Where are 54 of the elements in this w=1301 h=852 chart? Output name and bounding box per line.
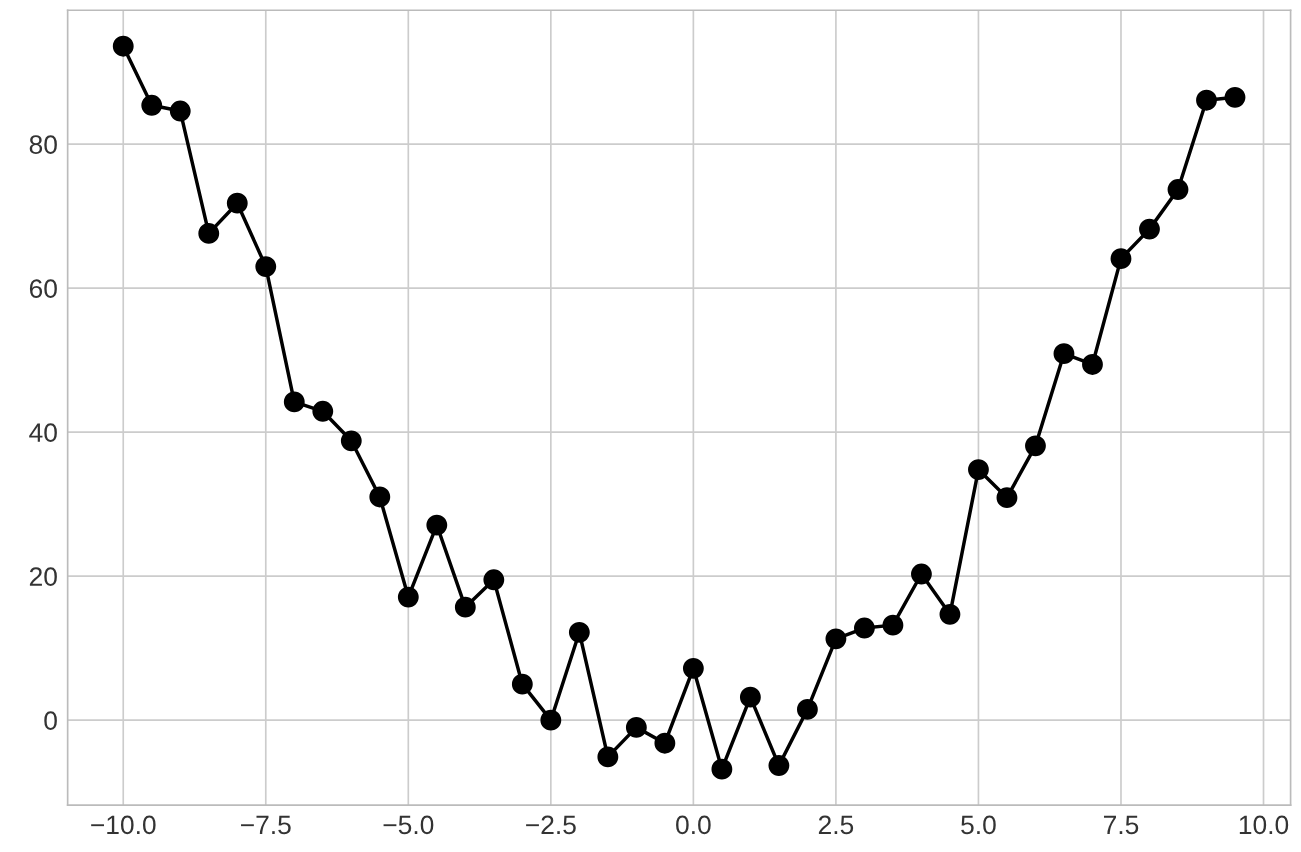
point [682, 657, 704, 679]
x-tick-label: −7.5 [241, 815, 291, 835]
y-tick-label: 40 [29, 423, 57, 442]
x-tick-label: −5.0 [383, 815, 434, 835]
point [568, 621, 590, 643]
point [255, 256, 277, 277]
point [739, 686, 761, 708]
y-tick-label: 80 [29, 135, 57, 154]
x-tick-label: −10.0 [91, 815, 156, 835]
point [369, 486, 391, 508]
y-tick-label: 20 [29, 567, 57, 586]
point [939, 603, 961, 625]
point [996, 487, 1018, 509]
point [1053, 343, 1075, 365]
point [483, 569, 505, 591]
point [340, 430, 362, 452]
point [112, 35, 134, 57]
x-tick-label: 5.0 [961, 815, 996, 835]
x-tick-label: 2.5 [818, 815, 854, 835]
point [625, 716, 647, 738]
y-tick-label: 60 [29, 279, 57, 298]
point [1167, 179, 1189, 200]
point [1082, 354, 1103, 375]
x-tick-label: 0.0 [676, 815, 711, 835]
point [825, 628, 847, 650]
point [1025, 435, 1046, 457]
point [511, 673, 533, 695]
point [540, 709, 562, 731]
point [397, 586, 419, 608]
point [654, 732, 676, 754]
x-tick-label: 10.0 [1239, 815, 1289, 835]
y-tick-label: 0 [44, 711, 57, 730]
point [454, 596, 476, 618]
point [711, 758, 733, 780]
point [968, 459, 989, 481]
point [426, 514, 448, 536]
point [768, 755, 790, 776]
point [312, 400, 334, 422]
point [882, 614, 904, 636]
x-tick-label: 7.5 [1103, 815, 1139, 835]
point [169, 100, 191, 122]
point [141, 94, 163, 116]
point [1139, 218, 1160, 240]
point [597, 746, 619, 768]
point [854, 617, 875, 639]
point [796, 698, 818, 720]
x-tick-label: −2.5 [526, 815, 576, 835]
point [1224, 86, 1246, 108]
point [283, 391, 305, 413]
point [1110, 248, 1132, 270]
point [226, 192, 248, 214]
point [911, 563, 932, 585]
point [198, 223, 220, 244]
point [1196, 89, 1217, 111]
